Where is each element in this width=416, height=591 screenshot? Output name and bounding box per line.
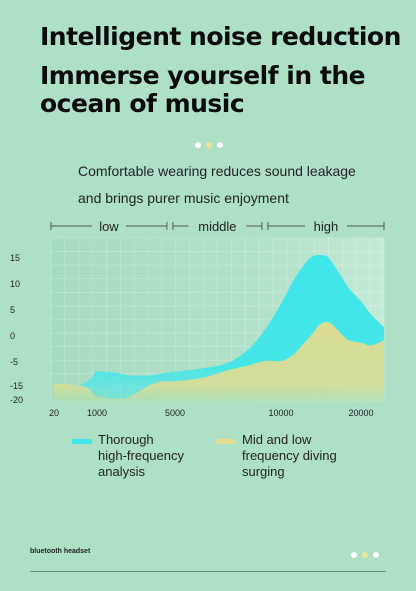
legend-label-mid-2: frequency diving xyxy=(242,448,337,463)
page-title: Intelligent noise reduction xyxy=(40,22,401,51)
y-tick-label: -20 xyxy=(10,395,23,405)
frequency-bands: low middle high xyxy=(50,219,385,234)
footer-divider xyxy=(30,571,386,572)
legend-label-mid-1: Mid and low xyxy=(242,432,312,447)
dot-white xyxy=(351,552,357,558)
legend-swatch-cyan xyxy=(72,439,92,444)
x-tick-label: 5000 xyxy=(165,408,185,418)
legend-label-mid-3: surging xyxy=(242,464,285,479)
band-label-middle: middle xyxy=(198,219,236,234)
x-tick-label: 20 xyxy=(49,408,59,418)
y-tick-label: 5 xyxy=(10,305,15,315)
frequency-response-chart: low middle high 15 10 5 0 -5 -15 -20 20 1000 5000 1… xyxy=(10,219,385,418)
y-axis-ticks: 15 10 5 0 -5 -15 -20 xyxy=(10,253,23,405)
x-tick-label: 10000 xyxy=(268,408,293,418)
series-areas xyxy=(54,254,384,401)
y-tick-label: 10 xyxy=(10,279,20,289)
dot-white xyxy=(195,142,201,148)
legend-item-mid-low: Mid and low frequency diving surging xyxy=(216,432,337,480)
pagination-dots-bottom xyxy=(351,552,379,558)
x-tick-label: 20000 xyxy=(348,408,373,418)
y-tick-label: -5 xyxy=(10,357,18,367)
dot-yellow xyxy=(206,142,212,148)
x-tick-label: 1000 xyxy=(87,408,107,418)
y-tick-label: -15 xyxy=(10,381,23,391)
y-tick-label: 15 xyxy=(10,253,20,263)
legend-label-high-2: high-frequency xyxy=(98,448,184,463)
page-subtitle: Immerse yourself in the ocean of music xyxy=(40,61,366,118)
description-text: Comfortable wearing reduces sound leakag… xyxy=(78,158,398,212)
pagination-dots-top xyxy=(195,142,223,148)
dot-yellow xyxy=(362,552,368,558)
y-tick-label: 0 xyxy=(10,331,15,341)
footer-label: bluetooth headset xyxy=(30,548,91,555)
legend-item-high: Thorough high-frequency analysis xyxy=(72,432,184,480)
dot-white xyxy=(373,552,379,558)
band-label-high: high xyxy=(314,219,339,234)
legend-swatch-yellow xyxy=(216,439,236,444)
x-axis-ticks: 20 1000 5000 10000 20000 xyxy=(49,408,374,418)
series-area-mid-low-frequency xyxy=(54,321,384,401)
band-label-low: low xyxy=(99,219,119,234)
description-line-2: and brings purer music enjoyment xyxy=(78,190,289,206)
legend-label-high-1: Thorough xyxy=(98,432,154,447)
dot-white xyxy=(217,142,223,148)
description-line-1: Comfortable wearing reduces sound leakag… xyxy=(78,163,356,179)
legend-label-high-3: analysis xyxy=(98,464,145,479)
